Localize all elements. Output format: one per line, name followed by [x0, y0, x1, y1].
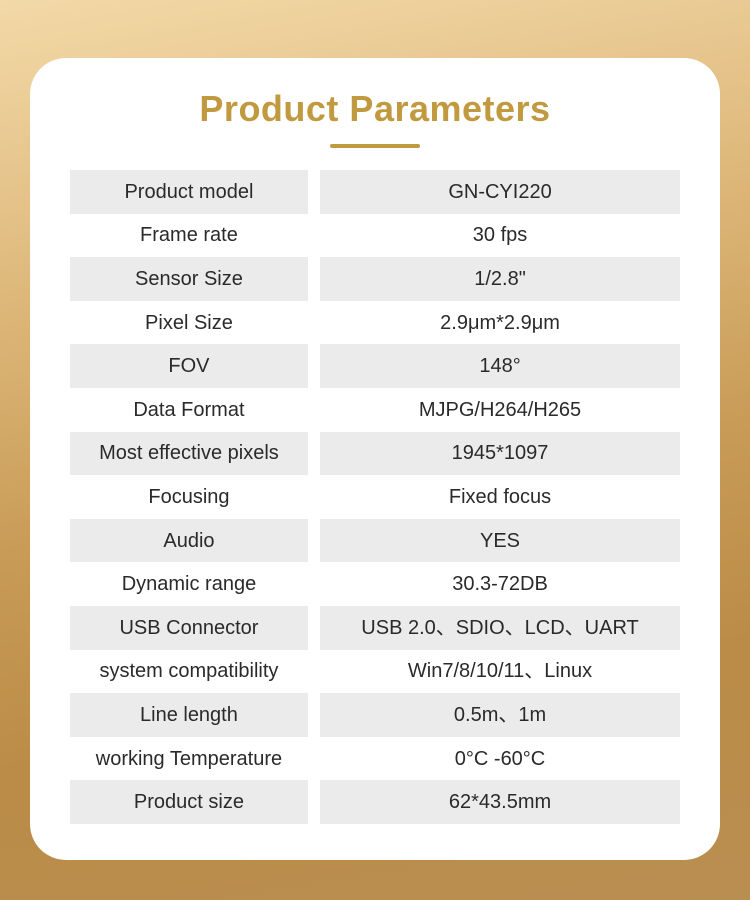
spec-value: MJPG/H264/H265: [320, 388, 680, 432]
spec-table: Product modelGN-CYI220Frame rate30 fpsSe…: [70, 170, 680, 824]
table-row: Dynamic range 30.3-72DB: [70, 562, 680, 606]
table-row: Audio YES: [70, 519, 680, 563]
spec-label: Product model: [70, 170, 308, 214]
table-row: Line length 0.5m、1m: [70, 693, 680, 737]
table-row: working Temperature 0°C -60°C: [70, 737, 680, 781]
spec-value: 2.9μm*2.9μm: [320, 301, 680, 345]
page-title: Product Parameters: [199, 88, 550, 130]
spec-label: Focusing: [70, 475, 308, 519]
table-row: Frame rate 30 fps: [70, 214, 680, 258]
table-row: Product size 62*43.5mm: [70, 780, 680, 824]
column-gap: [308, 344, 320, 388]
spec-value: 62*43.5mm: [320, 780, 680, 824]
column-gap: [308, 737, 320, 781]
spec-label: Dynamic range: [70, 562, 308, 606]
spec-label: Frame rate: [70, 214, 308, 258]
column-gap: [308, 432, 320, 476]
spec-value: YES: [320, 519, 680, 563]
spec-label: FOV: [70, 344, 308, 388]
title-underline: [330, 144, 420, 148]
column-gap: [308, 780, 320, 824]
spec-label: working Temperature: [70, 737, 308, 781]
table-row: system compatibility Win7/8/10/11、Linux: [70, 650, 680, 694]
column-gap: [308, 519, 320, 563]
spec-value: Fixed focus: [320, 475, 680, 519]
table-row: Focusing Fixed focus: [70, 475, 680, 519]
spec-value: GN-CYI220: [320, 170, 680, 214]
column-gap: [308, 606, 320, 650]
spec-value: Win7/8/10/11、Linux: [320, 650, 680, 694]
spec-label: Audio: [70, 519, 308, 563]
spec-label: system compatibility: [70, 650, 308, 694]
column-gap: [308, 388, 320, 432]
spec-label: Data Format: [70, 388, 308, 432]
table-row: Product model GN-CYI220: [70, 170, 680, 214]
spec-value: 148°: [320, 344, 680, 388]
spec-label: Line length: [70, 693, 308, 737]
column-gap: [308, 170, 320, 214]
card: Product Parameters Product model GN-CYI22…: [30, 58, 720, 860]
spec-value: 30 fps: [320, 214, 680, 258]
column-gap: [308, 693, 320, 737]
spec-value: 0.5m、1m: [320, 693, 680, 737]
spec-label: Sensor Size: [70, 257, 308, 301]
column-gap: [308, 214, 320, 258]
spec-label: Product size: [70, 780, 308, 824]
table-row: Pixel Size 2.9μm*2.9μm: [70, 301, 680, 345]
spec-value: 1/2.8": [320, 257, 680, 301]
spec-label: Pixel Size: [70, 301, 308, 345]
spec-value: 1945*1097: [320, 432, 680, 476]
column-gap: [308, 301, 320, 345]
table-row: FOV 148°: [70, 344, 680, 388]
column-gap: [308, 257, 320, 301]
spec-value: 0°C -60°C: [320, 737, 680, 781]
table-row: USB Connector USB 2.0、SDIO、LCD、UART: [70, 606, 680, 650]
table-row: Sensor Size 1/2.8": [70, 257, 680, 301]
table-row: Data Format MJPG/H264/H265: [70, 388, 680, 432]
spec-value: USB 2.0、SDIO、LCD、UART: [320, 606, 680, 650]
column-gap: [308, 562, 320, 606]
table-row: Most effective pixels 1945*1097: [70, 432, 680, 476]
column-gap: [308, 475, 320, 519]
spec-label: USB Connector: [70, 606, 308, 650]
spec-label: Most effective pixels: [70, 432, 308, 476]
page-background: Product Parameters Product model GN-CYI22…: [0, 0, 750, 900]
column-gap: [308, 650, 320, 694]
spec-value: 30.3-72DB: [320, 562, 680, 606]
